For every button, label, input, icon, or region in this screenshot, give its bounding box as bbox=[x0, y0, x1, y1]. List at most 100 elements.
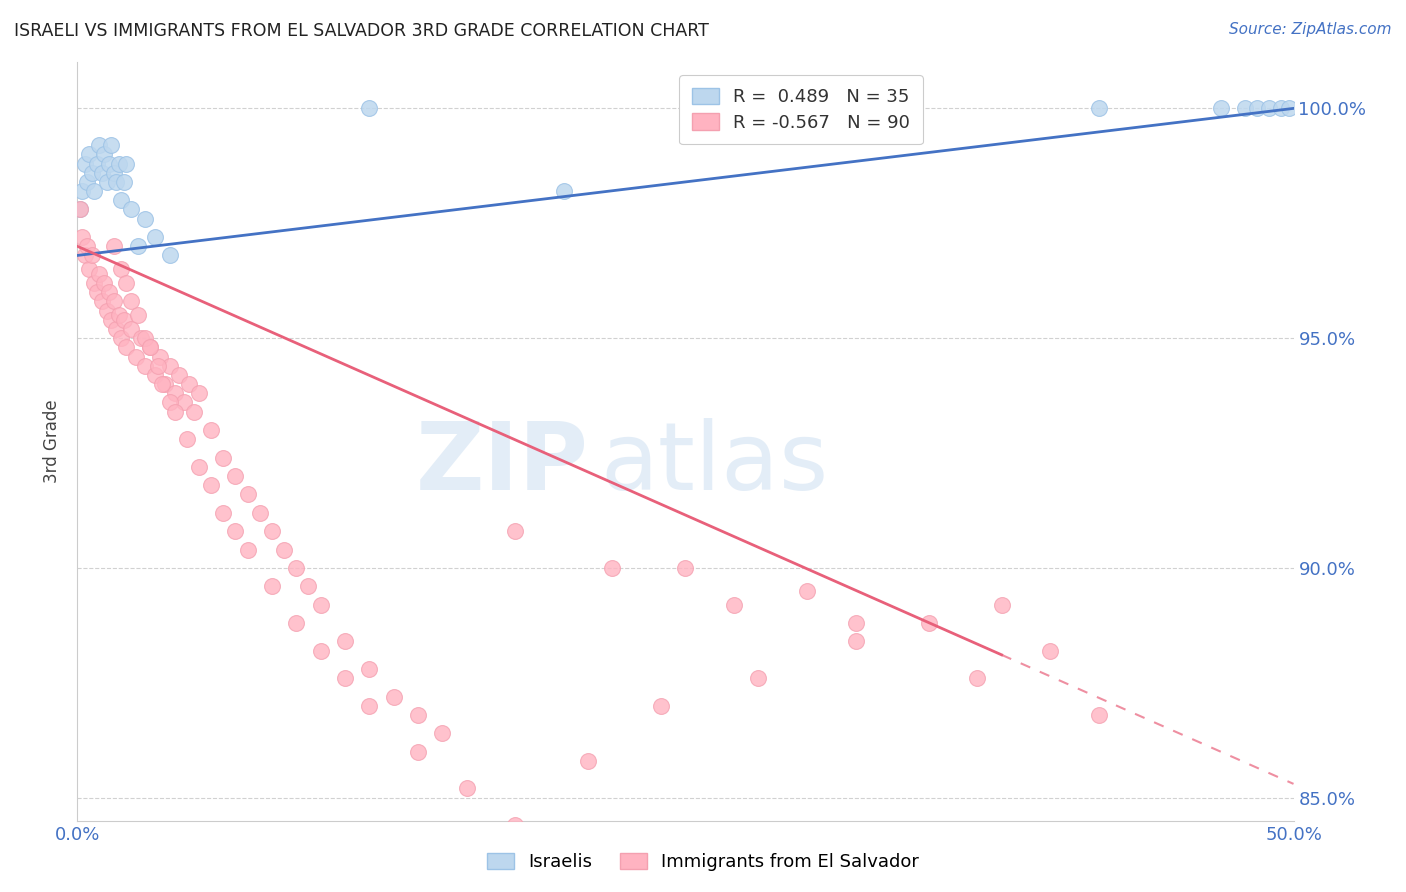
Point bbox=[359, 662, 381, 676]
Point bbox=[69, 202, 91, 217]
Point bbox=[188, 386, 211, 401]
Point bbox=[723, 598, 745, 612]
Point bbox=[134, 359, 156, 373]
Point bbox=[163, 386, 186, 401]
Point bbox=[70, 230, 93, 244]
Point bbox=[125, 350, 148, 364]
Point bbox=[285, 615, 308, 630]
Point bbox=[129, 331, 152, 345]
Point bbox=[1258, 102, 1281, 116]
Point bbox=[382, 690, 405, 704]
Legend: Israelis, Immigrants from El Salvador: Israelis, Immigrants from El Salvador bbox=[479, 846, 927, 879]
Point bbox=[966, 671, 988, 685]
Point bbox=[112, 175, 135, 189]
Point bbox=[153, 377, 176, 392]
Point bbox=[159, 248, 181, 262]
Point bbox=[105, 322, 128, 336]
Point bbox=[602, 561, 624, 575]
Point bbox=[127, 308, 149, 322]
Point bbox=[139, 340, 162, 354]
Point bbox=[139, 340, 162, 354]
Point bbox=[115, 276, 138, 290]
Point bbox=[845, 102, 868, 116]
Point bbox=[333, 671, 356, 685]
Point bbox=[309, 643, 332, 657]
Point bbox=[127, 239, 149, 253]
Point bbox=[224, 524, 246, 538]
Point bbox=[134, 331, 156, 345]
Point bbox=[176, 432, 198, 446]
Point bbox=[553, 184, 575, 198]
Point bbox=[143, 368, 166, 382]
Point bbox=[70, 184, 93, 198]
Point bbox=[359, 102, 381, 116]
Point bbox=[249, 506, 271, 520]
Point bbox=[456, 781, 478, 796]
Point bbox=[90, 294, 112, 309]
Point bbox=[1088, 708, 1111, 723]
Point bbox=[143, 230, 166, 244]
Point bbox=[83, 184, 105, 198]
Point bbox=[430, 726, 453, 740]
Point bbox=[146, 359, 169, 373]
Point bbox=[845, 634, 868, 648]
Point bbox=[406, 745, 429, 759]
Point bbox=[80, 248, 103, 262]
Point bbox=[1246, 102, 1268, 116]
Point bbox=[309, 598, 332, 612]
Point bbox=[1209, 102, 1232, 116]
Point bbox=[152, 377, 174, 392]
Point bbox=[224, 469, 246, 483]
Point bbox=[159, 395, 181, 409]
Point bbox=[260, 579, 283, 593]
Point bbox=[212, 506, 235, 520]
Point bbox=[236, 487, 259, 501]
Point bbox=[212, 450, 235, 465]
Point bbox=[110, 194, 132, 208]
Point bbox=[97, 156, 120, 170]
Point bbox=[200, 423, 222, 437]
Point bbox=[100, 312, 122, 326]
Point bbox=[100, 138, 122, 153]
Legend: R =  0.489   N = 35, R = -0.567   N = 90: R = 0.489 N = 35, R = -0.567 N = 90 bbox=[679, 75, 922, 145]
Point bbox=[120, 294, 142, 309]
Point bbox=[83, 276, 105, 290]
Point bbox=[110, 331, 132, 345]
Point bbox=[103, 239, 125, 253]
Point bbox=[80, 166, 103, 180]
Point bbox=[273, 542, 295, 557]
Point bbox=[73, 248, 96, 262]
Point bbox=[503, 524, 526, 538]
Point bbox=[107, 156, 129, 170]
Text: Source: ZipAtlas.com: Source: ZipAtlas.com bbox=[1229, 22, 1392, 37]
Point bbox=[359, 698, 381, 713]
Point bbox=[79, 262, 101, 277]
Point bbox=[200, 478, 222, 492]
Point bbox=[179, 377, 201, 392]
Point bbox=[918, 615, 941, 630]
Point bbox=[76, 239, 98, 253]
Point bbox=[1039, 643, 1062, 657]
Point bbox=[93, 276, 115, 290]
Text: ZIP: ZIP bbox=[415, 418, 588, 510]
Point bbox=[89, 267, 111, 281]
Point bbox=[73, 156, 96, 170]
Point bbox=[134, 211, 156, 226]
Point bbox=[69, 202, 91, 217]
Point bbox=[576, 754, 599, 768]
Point bbox=[1270, 102, 1292, 116]
Text: ISRAELI VS IMMIGRANTS FROM EL SALVADOR 3RD GRADE CORRELATION CHART: ISRAELI VS IMMIGRANTS FROM EL SALVADOR 3… bbox=[14, 22, 709, 40]
Text: atlas: atlas bbox=[600, 418, 828, 510]
Point bbox=[90, 166, 112, 180]
Point bbox=[173, 395, 195, 409]
Point bbox=[675, 561, 697, 575]
Point bbox=[96, 303, 118, 318]
Point bbox=[188, 459, 211, 474]
Point bbox=[115, 156, 138, 170]
Point bbox=[103, 166, 125, 180]
Point bbox=[76, 175, 98, 189]
Point bbox=[990, 598, 1012, 612]
Point bbox=[260, 524, 283, 538]
Point bbox=[406, 708, 429, 723]
Point bbox=[110, 262, 132, 277]
